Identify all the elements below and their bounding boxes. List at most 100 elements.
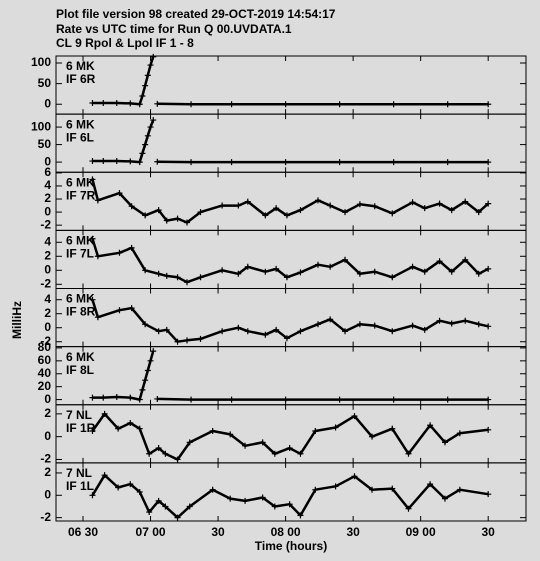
y-tick-label: 50: [38, 76, 52, 90]
point-marker: [244, 328, 251, 335]
y-axis-label: MilliHz: [10, 301, 24, 339]
point-marker: [155, 328, 162, 335]
point-marker: [336, 396, 343, 403]
point-marker: [371, 203, 378, 210]
point-marker: [448, 268, 455, 275]
point-marker: [390, 396, 397, 403]
point-marker: [100, 99, 107, 106]
point-marker: [444, 396, 451, 403]
point-marker: [297, 269, 304, 276]
panel-label: 7 NL: [66, 408, 92, 422]
point-marker: [188, 396, 195, 403]
point-marker: [142, 377, 149, 384]
header-line: CL 9 Rpol & Lpol IF 1 - 8: [56, 36, 194, 50]
point-marker: [227, 431, 234, 438]
point-marker: [448, 320, 455, 327]
point-marker: [197, 335, 204, 342]
point-marker: [441, 495, 448, 502]
y-tick-label: 40: [38, 366, 52, 380]
panel-label: IF 1R: [66, 421, 96, 435]
panel-frame: [55, 113, 527, 173]
point-marker: [444, 101, 451, 108]
point-marker: [485, 426, 492, 433]
point-marker: [282, 396, 289, 403]
point-marker: [235, 202, 242, 209]
point-marker: [89, 99, 96, 106]
y-tick-label: 6: [44, 165, 51, 179]
point-marker: [228, 396, 235, 403]
point-marker: [154, 395, 161, 402]
point-marker: [262, 331, 269, 338]
point-marker: [327, 263, 334, 270]
point-marker: [228, 159, 235, 166]
point-marker: [389, 274, 396, 281]
point-marker: [144, 367, 151, 374]
point-marker: [409, 322, 416, 329]
point-marker: [155, 270, 162, 277]
point-marker: [127, 100, 134, 107]
y-tick-label: 0: [44, 320, 51, 334]
y-tick-label: -2: [40, 334, 51, 348]
point-marker: [475, 209, 482, 216]
point-marker: [219, 267, 226, 274]
panel-frame: [55, 462, 527, 522]
point-marker: [242, 442, 249, 449]
point-marker: [286, 501, 293, 508]
point-marker: [174, 514, 181, 521]
point-marker: [351, 473, 358, 480]
y-tick-label: -2: [40, 452, 51, 466]
data-line: [91, 473, 489, 519]
point-marker: [89, 235, 96, 242]
point-marker: [150, 348, 157, 355]
point-marker: [456, 486, 463, 493]
y-tick-label: 50: [38, 137, 52, 151]
panel-label: IF 7R: [66, 188, 96, 202]
point-marker: [262, 268, 269, 275]
point-marker: [409, 263, 416, 270]
point-marker: [163, 272, 170, 279]
point-marker: [139, 92, 146, 99]
data-line: [92, 56, 489, 106]
point-marker: [94, 197, 101, 204]
point-marker: [100, 394, 107, 401]
point-marker: [147, 357, 154, 364]
y-tick-label: 0: [44, 392, 51, 406]
point-marker: [155, 497, 162, 504]
point-marker: [244, 198, 251, 205]
point-marker: [342, 256, 349, 263]
panel-label: IF 1L: [66, 479, 94, 493]
point-marker: [184, 337, 191, 344]
point-marker: [147, 62, 154, 69]
point-marker: [271, 503, 278, 510]
point-marker: [485, 101, 492, 108]
point-marker: [389, 210, 396, 217]
panel-frame: [55, 229, 527, 289]
panel-frame: [55, 404, 527, 464]
point-marker: [197, 274, 204, 281]
point-marker: [273, 265, 280, 272]
point-marker: [101, 410, 108, 417]
point-marker: [351, 413, 358, 420]
point-marker: [163, 326, 170, 333]
point-marker: [475, 321, 482, 328]
y-tick-label: 0: [44, 262, 51, 276]
y-tick-label: 2: [44, 248, 51, 262]
point-marker: [142, 267, 149, 274]
y-tick-label: 0: [44, 429, 51, 443]
y-tick-label: -2: [40, 510, 51, 524]
point-marker: [485, 265, 492, 272]
point-marker: [142, 141, 149, 148]
panel-label: 6 MK: [66, 117, 95, 131]
point-marker: [342, 209, 349, 216]
point-marker: [228, 101, 235, 108]
point-marker: [154, 158, 161, 165]
point-marker: [312, 486, 319, 493]
point-marker: [312, 427, 319, 434]
point-marker: [441, 439, 448, 446]
x-tick-label: 30: [346, 525, 360, 539]
point-marker: [94, 314, 101, 321]
point-marker: [174, 456, 181, 463]
x-axis-label: Time (hours): [255, 539, 327, 553]
x-tick-label: 30: [482, 525, 496, 539]
